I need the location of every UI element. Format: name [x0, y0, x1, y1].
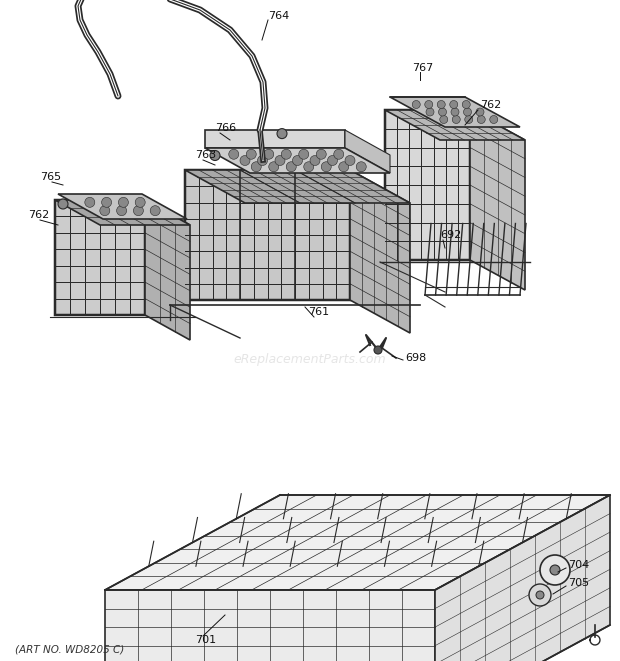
Circle shape: [536, 591, 544, 599]
Circle shape: [550, 565, 560, 575]
Circle shape: [277, 129, 287, 139]
Text: 704: 704: [568, 560, 589, 570]
Circle shape: [100, 206, 110, 215]
Text: 765: 765: [40, 172, 61, 182]
Circle shape: [210, 151, 220, 161]
Polygon shape: [205, 130, 345, 148]
Circle shape: [268, 162, 279, 172]
Circle shape: [118, 198, 128, 208]
Circle shape: [135, 198, 145, 208]
Circle shape: [450, 100, 458, 108]
Polygon shape: [185, 170, 410, 203]
Text: eReplacementParts.com: eReplacementParts.com: [234, 354, 386, 366]
Circle shape: [476, 108, 484, 116]
Circle shape: [334, 149, 343, 159]
Circle shape: [299, 149, 309, 159]
Circle shape: [356, 162, 366, 172]
Circle shape: [490, 116, 498, 124]
Polygon shape: [205, 148, 390, 173]
Circle shape: [246, 149, 256, 159]
Circle shape: [464, 108, 471, 116]
Polygon shape: [58, 194, 187, 219]
Circle shape: [310, 155, 320, 165]
Text: 761: 761: [308, 307, 329, 317]
Circle shape: [477, 116, 485, 124]
Text: 766: 766: [215, 123, 236, 133]
Circle shape: [281, 149, 291, 159]
Polygon shape: [145, 200, 190, 340]
Circle shape: [275, 155, 285, 165]
Circle shape: [529, 584, 551, 606]
Circle shape: [374, 346, 382, 354]
Circle shape: [304, 162, 314, 172]
Circle shape: [451, 108, 459, 116]
Circle shape: [437, 100, 445, 108]
Polygon shape: [55, 200, 145, 315]
Circle shape: [264, 149, 274, 159]
Polygon shape: [105, 495, 610, 590]
Circle shape: [150, 206, 160, 215]
Circle shape: [293, 155, 303, 165]
Polygon shape: [185, 170, 350, 300]
Polygon shape: [435, 495, 610, 661]
Circle shape: [316, 149, 326, 159]
Circle shape: [85, 198, 95, 208]
Circle shape: [339, 162, 348, 172]
Circle shape: [412, 100, 420, 108]
Text: 762: 762: [28, 210, 49, 220]
Text: 692: 692: [440, 230, 461, 240]
Circle shape: [345, 155, 355, 165]
Circle shape: [257, 155, 267, 165]
Circle shape: [58, 199, 68, 209]
Circle shape: [321, 162, 331, 172]
Circle shape: [465, 116, 472, 124]
Polygon shape: [55, 200, 190, 225]
Circle shape: [117, 206, 126, 215]
Polygon shape: [390, 97, 520, 127]
Polygon shape: [385, 110, 470, 260]
Polygon shape: [350, 170, 410, 333]
Circle shape: [540, 555, 570, 585]
Circle shape: [327, 155, 337, 165]
Circle shape: [425, 100, 433, 108]
Text: (ART NO. WD8205 C): (ART NO. WD8205 C): [15, 645, 124, 655]
Circle shape: [229, 149, 239, 159]
Text: 763: 763: [195, 150, 216, 160]
Text: 705: 705: [568, 578, 589, 588]
Polygon shape: [105, 590, 435, 661]
Polygon shape: [385, 110, 525, 140]
Polygon shape: [470, 110, 525, 290]
Polygon shape: [345, 130, 390, 173]
Circle shape: [440, 116, 448, 124]
Circle shape: [286, 162, 296, 172]
Circle shape: [452, 116, 460, 124]
Circle shape: [438, 108, 446, 116]
Circle shape: [463, 100, 470, 108]
Circle shape: [102, 198, 112, 208]
Circle shape: [426, 108, 434, 116]
Text: 767: 767: [412, 63, 433, 73]
Text: 762: 762: [480, 100, 501, 110]
Text: 764: 764: [268, 11, 290, 21]
Text: 698: 698: [405, 353, 427, 363]
Circle shape: [240, 155, 250, 165]
Circle shape: [133, 206, 143, 215]
Text: 701: 701: [195, 635, 216, 645]
Circle shape: [251, 162, 261, 172]
